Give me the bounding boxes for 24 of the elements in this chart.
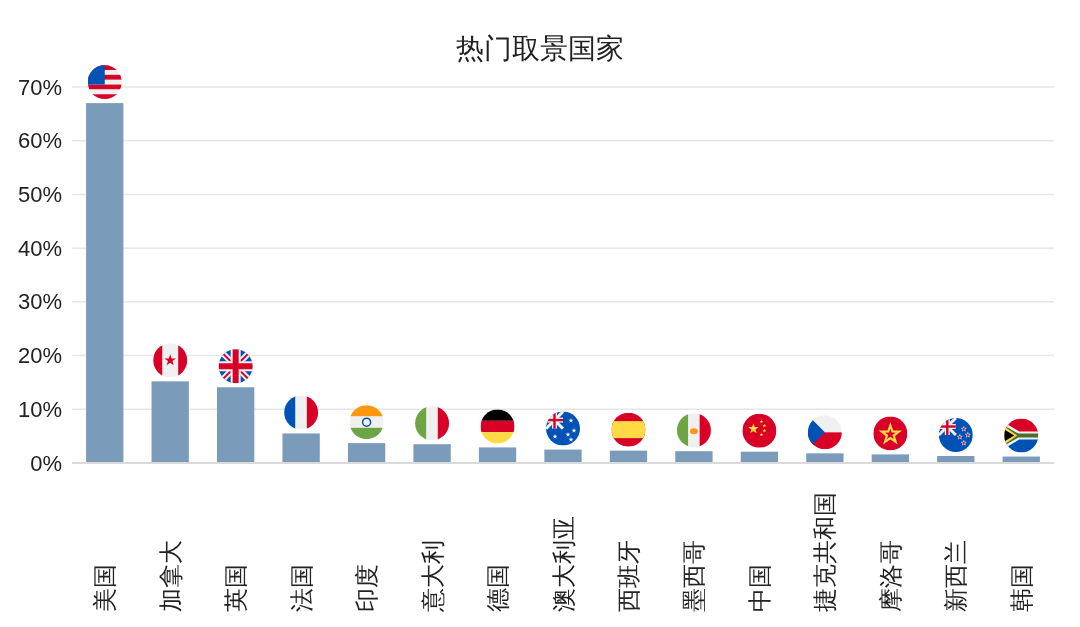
x-tick-label: 摩洛哥	[876, 540, 904, 612]
y-tick-label: 70%	[17, 74, 62, 100]
x-tick-label: 法国	[287, 564, 315, 612]
x-tick-label: 澳大利亚	[549, 516, 577, 612]
x-tick-label: 英国	[222, 564, 250, 612]
x-tick-label: 中国	[745, 564, 773, 612]
x-tick-label: 墨西哥	[680, 540, 708, 612]
x-tick-label: 印度	[353, 564, 381, 612]
x-tick-label: 意大利	[418, 540, 446, 613]
y-tick-label: 40%	[17, 235, 62, 261]
x-tick-label: 韩国	[1007, 564, 1035, 612]
y-tick-label: 20%	[17, 343, 62, 369]
x-tick-label: 德国	[484, 564, 512, 612]
x-tick-label: 加拿大	[156, 540, 184, 612]
y-tick-label: 10%	[17, 396, 62, 422]
y-tick-label: 60%	[17, 128, 62, 154]
chart-title: 热门取景国家	[456, 33, 624, 64]
x-tick-label: 美国	[91, 564, 119, 612]
x-tick-label: 新西兰	[942, 540, 970, 612]
x-tick-label: 捷克共和国	[811, 492, 839, 612]
y-tick-label: 30%	[17, 289, 62, 315]
y-tick-label: 50%	[17, 181, 62, 207]
x-tick-label: 西班牙	[614, 540, 642, 612]
y-tick-label: 0%	[30, 450, 62, 476]
